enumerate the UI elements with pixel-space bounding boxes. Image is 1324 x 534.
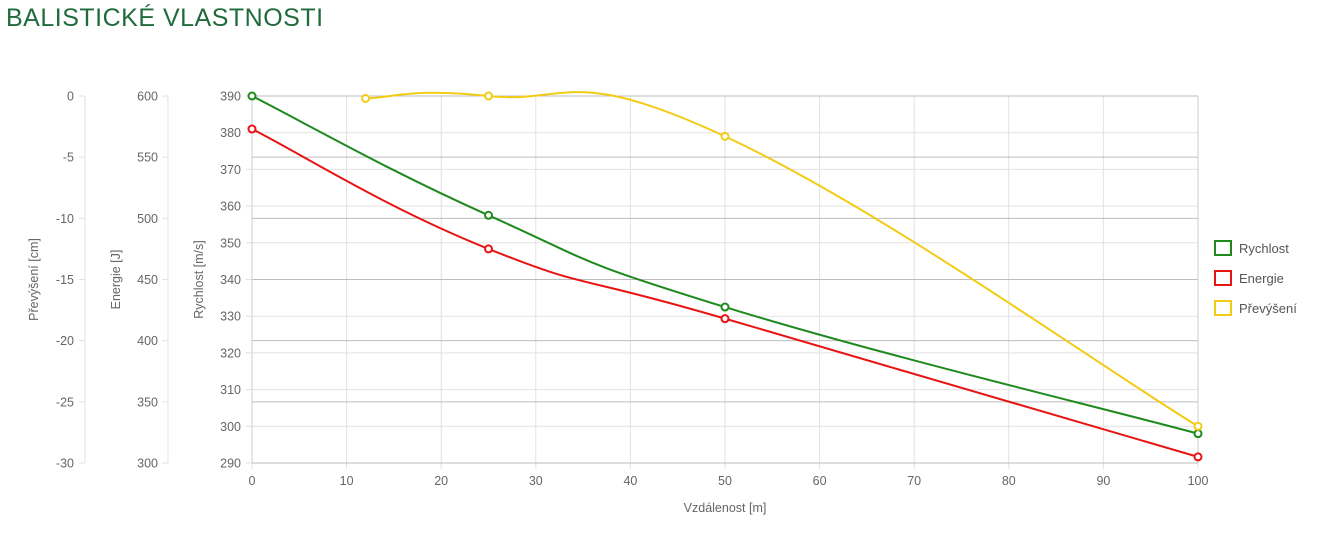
series-lines <box>251 91 1199 458</box>
grid-lines <box>246 95 1199 469</box>
energy-tick-label: 500 <box>137 212 158 226</box>
legend-label-drop: Převýšení <box>1239 301 1297 316</box>
velocity-tick-label: 310 <box>220 383 241 397</box>
velocity-tick-label: 350 <box>220 236 241 250</box>
velocity-tick-label: 290 <box>220 457 241 471</box>
x-tick-label: 20 <box>434 474 448 488</box>
x-axis-title: Vzdálenost [m] <box>684 501 767 515</box>
drop-tick-label: -10 <box>56 212 74 226</box>
drop-tick-label: 0 <box>67 90 74 104</box>
data-point-drop <box>720 131 730 141</box>
x-tick-label: 10 <box>340 474 354 488</box>
data-point-energy <box>484 244 493 254</box>
data-point-drop <box>484 91 493 101</box>
energy-tick-label: 300 <box>137 457 158 471</box>
series-line-drop <box>365 91 1199 428</box>
velocity-tick-label: 360 <box>220 200 241 214</box>
x-tick-label: 40 <box>623 474 637 488</box>
velocity-tick-label: 380 <box>220 126 241 140</box>
energy-tick-label: 550 <box>137 151 158 165</box>
legend-label-velocity: Rychlost <box>1239 241 1289 256</box>
velocity-tick-label: 320 <box>220 346 241 360</box>
data-point-velocity <box>720 302 730 312</box>
velocity-tick-label: 340 <box>220 273 241 287</box>
legend-swatch-drop <box>1214 300 1232 316</box>
energy-axis-title: Energie [J] <box>109 250 123 310</box>
energy-tick-label: 450 <box>137 273 158 287</box>
energy-tick-label: 350 <box>137 395 158 409</box>
data-point-velocity <box>247 91 257 101</box>
axes: 0 10 20 30 40 50 60 70 80 90 100 Vzdálenost [m] 390 3… <box>27 90 1208 516</box>
page-title: BALISTICKÉ VLASTNOSTI <box>6 4 324 32</box>
drop-tick-label: -25 <box>56 395 74 409</box>
series-line-energy <box>251 128 1199 458</box>
velocity-tick-label: 300 <box>220 420 241 434</box>
legend-swatch-energy <box>1214 270 1232 286</box>
x-tick-label: 70 <box>907 474 921 488</box>
x-tick-label: 60 <box>813 474 827 488</box>
velocity-tick-label: 390 <box>220 90 241 104</box>
data-point-energy <box>247 124 257 134</box>
velocity-tick-label: 330 <box>220 310 241 324</box>
x-tick-label: 80 <box>1002 474 1016 488</box>
energy-tick-label: 400 <box>137 334 158 348</box>
drop-tick-label: -20 <box>56 334 74 348</box>
data-point-velocity <box>484 210 493 220</box>
velocity-axis-title: Rychlost [m/s] <box>192 240 206 319</box>
x-tick-label: 90 <box>1096 474 1110 488</box>
x-tick-label: 50 <box>718 474 732 488</box>
data-point-velocity <box>1193 429 1203 439</box>
legend-label-energy: Energie <box>1239 271 1284 286</box>
x-tick-label: 0 <box>249 474 256 488</box>
velocity-tick-label: 370 <box>220 163 241 177</box>
data-points <box>247 91 1203 462</box>
drop-tick-label: -15 <box>56 273 74 287</box>
data-point-energy <box>1193 452 1203 462</box>
energy-tick-label: 600 <box>137 90 158 104</box>
data-point-energy <box>720 314 730 324</box>
drop-tick-label: -5 <box>63 151 74 165</box>
data-point-drop <box>361 93 371 103</box>
data-point-drop <box>1193 421 1203 431</box>
legend-swatch-velocity <box>1214 240 1232 256</box>
drop-axis-title: Převýšení [cm] <box>27 238 41 321</box>
series-line-velocity <box>251 95 1199 435</box>
legend: Rychlost Energie Převýšení <box>1214 240 1297 316</box>
x-tick-label: 30 <box>529 474 543 488</box>
x-tick-label: 100 <box>1188 474 1209 488</box>
drop-tick-label: -30 <box>56 457 74 471</box>
